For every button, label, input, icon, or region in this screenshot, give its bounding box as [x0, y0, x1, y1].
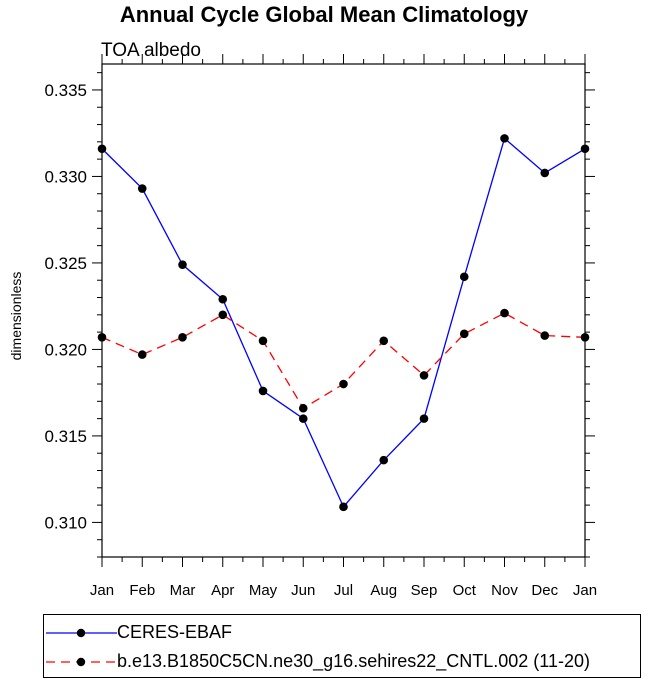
x-tick-label: Nov [491, 582, 518, 599]
x-tick-label: Jan [573, 582, 597, 599]
series-point-1 [137, 350, 147, 359]
series-line-1 [101, 312, 586, 410]
series-point-1 [339, 379, 348, 389]
x-tick-label: Jun [291, 582, 315, 599]
series-point-1 [97, 333, 107, 342]
series-point-0 [459, 272, 469, 282]
series-point-0 [419, 414, 429, 423]
chart-subtitle: TOA albedo [101, 40, 202, 61]
series-point-0 [540, 168, 550, 178]
legend-item-ceres: CERES-EBAF [44, 618, 640, 648]
x-tick-label: Jan [90, 582, 114, 599]
series-point-1 [459, 329, 469, 339]
series-point-1 [580, 333, 590, 342]
series-point-1 [218, 310, 228, 320]
x-tick-label: Aug [370, 582, 397, 599]
x-tick-label: Feb [129, 582, 155, 599]
x-tick-label: Mar [170, 582, 196, 599]
series-point-0 [339, 502, 348, 512]
series-point-0 [137, 184, 147, 193]
series-point-1 [379, 336, 389, 346]
series-point-1 [178, 333, 187, 342]
series-point-0 [298, 414, 308, 423]
series-point-0 [258, 386, 268, 396]
legend-label-model: b.e13.B1850C5CN.ne30_g16.sehires22_CNTL.… [117, 651, 590, 671]
series-point-0 [379, 455, 389, 465]
series-point-1 [540, 331, 550, 340]
x-tick-label: Apr [211, 582, 234, 599]
legend-swatch-model [46, 657, 117, 667]
series-line-0 [101, 137, 586, 509]
y-tick-label: 0.325 [44, 254, 87, 273]
series-point-1 [419, 371, 429, 380]
series-point-0 [178, 260, 187, 269]
y-tick-label: 0.310 [44, 513, 87, 532]
legend-swatch-ceres [46, 628, 117, 638]
legend: CERES-EBAF b.e13.B1850C5CN.ne30_g16.sehi… [43, 614, 641, 678]
plot-frame [101, 63, 586, 558]
series-point-0 [97, 144, 107, 154]
series-point-0 [218, 294, 228, 304]
y-tick-label: 0.335 [44, 81, 87, 100]
x-tick-label: Jul [334, 582, 353, 599]
series-point-1 [258, 336, 268, 346]
series-point-0 [500, 134, 509, 143]
series-point-1 [500, 308, 509, 318]
x-tick-label: Dec [531, 582, 558, 599]
y-tick-label: 0.330 [44, 167, 87, 186]
x-tick-label: Sep [411, 582, 438, 599]
chart-title: Annual Cycle Global Mean Climatology [119, 2, 529, 27]
legend-label-ceres: CERES-EBAF [117, 622, 233, 642]
legend-item-model: b.e13.B1850C5CN.ne30_g16.sehires22_CNTL.… [44, 647, 640, 677]
series-point-0 [580, 144, 590, 154]
x-tick-label: May [249, 582, 278, 599]
x-tick-label: Oct [453, 582, 477, 599]
y-tick-label: 0.315 [44, 427, 87, 446]
y-tick-label: 0.320 [44, 340, 87, 359]
series-point-1 [298, 403, 308, 413]
